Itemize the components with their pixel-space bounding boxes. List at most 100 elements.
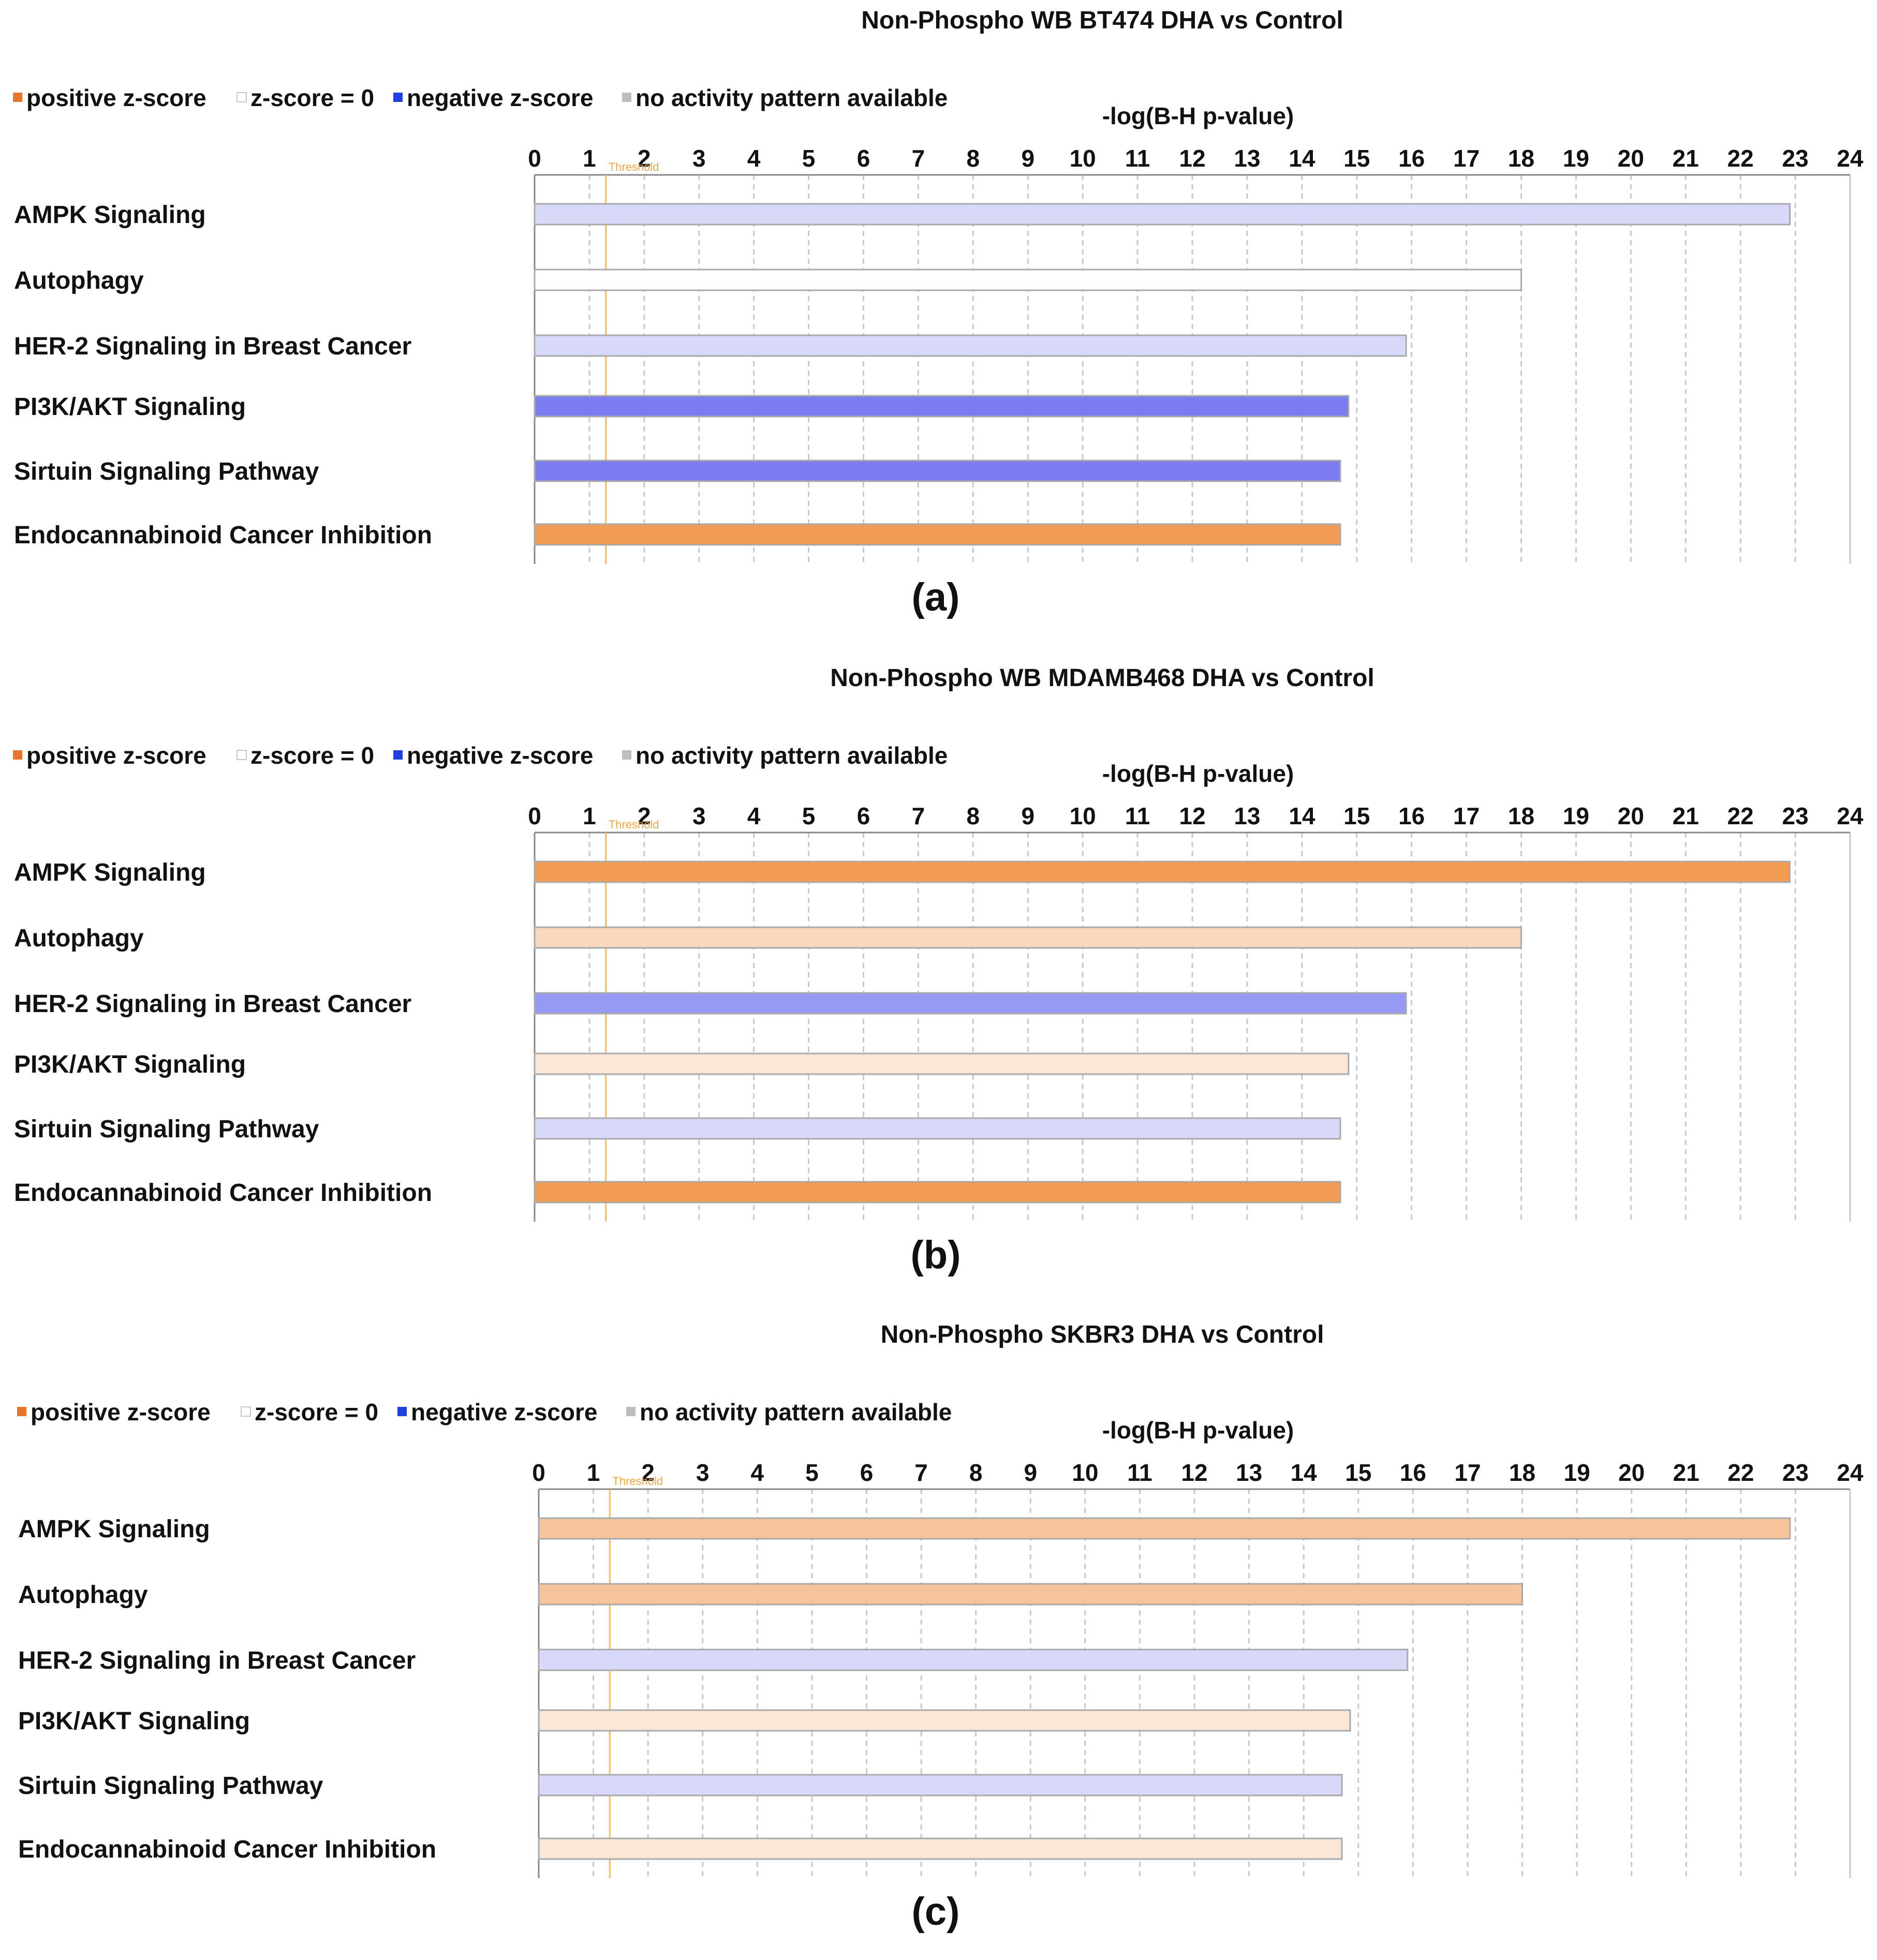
legend-label-zero: z-score = 0 (255, 1399, 378, 1426)
category-label: AMPK Signaling (14, 201, 206, 229)
legend-marker-no-activity (626, 1407, 635, 1416)
chart-panel-3: Non-Phospho SKBR3 DHA vs Control positive… (17, 1321, 1864, 1934)
x-tick-label: 11 (1127, 1459, 1152, 1486)
x-tick-label: 18 (1508, 803, 1534, 829)
x-tick-label: 18 (1509, 1459, 1535, 1486)
legend-label-negative: negative z-score (407, 742, 593, 769)
bar-ampk-signaling (534, 203, 1791, 226)
x-tick-label: 5 (802, 145, 816, 172)
x-tick-label: 19 (1563, 803, 1589, 829)
legend-marker-positive (13, 750, 22, 760)
x-tick-label: 14 (1289, 803, 1316, 829)
x-tick-label: 3 (692, 803, 706, 829)
legend-label-positive: positive z-score (26, 84, 206, 111)
x-tick-label: 17 (1454, 1459, 1481, 1486)
x-tick-label: 8 (967, 145, 980, 172)
x-tick-label: 7 (914, 1459, 928, 1486)
legend-label-positive: positive z-score (31, 1399, 211, 1426)
x-tick-label: 0 (532, 1459, 545, 1486)
category-label: Sirtuin Signaling Pathway (14, 1116, 319, 1143)
legend-label-positive: positive z-score (26, 742, 206, 769)
legend-marker-negative (397, 1407, 407, 1416)
x-tick-label: 1 (583, 145, 596, 172)
x-axis-label: -log(B-H p-value) (1102, 102, 1294, 129)
category-label: HER-2 Signaling in Breast Cancer (18, 1647, 416, 1674)
x-tick-label: 12 (1179, 803, 1205, 829)
legend-marker-zero (237, 750, 247, 760)
panel-label: (c) (912, 1890, 960, 1934)
x-tick-label: 23 (1782, 803, 1808, 829)
x-tick-label: 13 (1234, 803, 1260, 829)
category-label: PI3K/AKT Signaling (14, 393, 246, 421)
category-label: Autophagy (18, 1581, 148, 1609)
x-tick-label: 10 (1072, 1459, 1098, 1486)
x-tick-label: 17 (1453, 803, 1480, 829)
bar-endocannabinoid-cancer-inhibition (534, 1181, 1341, 1204)
chart-panel-1: Non-Phospho WB BT474 DHA vs Control posit… (13, 7, 1864, 619)
category-label: HER-2 Signaling in Breast Cancer (14, 990, 411, 1018)
x-tick-label: 15 (1343, 145, 1370, 172)
x-tick-label: 11 (1125, 803, 1150, 829)
legend-label-zero: z-score = 0 (250, 84, 374, 111)
legend: positive z-score z-score = 0 negative z-sc… (17, 1399, 952, 1426)
x-tick-label: 6 (860, 1459, 874, 1486)
legend-label-no-activity: no activity pattern available (635, 84, 948, 111)
x-tick-label: 9 (1021, 803, 1034, 829)
legend: positive z-score z-score = 0 negative z-sc… (13, 742, 948, 769)
x-tick-label: 20 (1618, 1459, 1645, 1486)
category-label: Endocannabinoid Cancer Inhibition (14, 522, 432, 549)
threshold-label: Threshold (609, 160, 659, 173)
bar-her-2-signaling-in-breast-cancer (534, 334, 1407, 357)
x-axis-label: -log(B-H p-value) (1102, 760, 1294, 787)
legend-label-no-activity: no activity pattern available (640, 1399, 952, 1426)
x-tick-label: 19 (1563, 1459, 1590, 1486)
x-tick-label: 16 (1398, 145, 1425, 172)
x-tick-label: 13 (1236, 1459, 1262, 1486)
x-tick-label: 12 (1179, 145, 1205, 172)
x-tick-label: 21 (1673, 145, 1699, 172)
bar-sirtuin-signaling-pathway (538, 1774, 1343, 1796)
category-label: HER-2 Signaling in Breast Cancer (14, 333, 411, 360)
legend-marker-positive (17, 1407, 26, 1416)
x-tick-label: 8 (969, 1459, 983, 1486)
x-tick-label: 6 (857, 803, 870, 829)
x-tick-label: 4 (747, 145, 761, 172)
x-tick-label: 4 (751, 1459, 764, 1486)
category-label: Endocannabinoid Cancer Inhibition (18, 1836, 436, 1863)
bar-autophagy (534, 926, 1522, 949)
category-label: Sirtuin Signaling Pathway (18, 1772, 323, 1800)
x-tick-label: 20 (1618, 145, 1644, 172)
panel-label: (b) (910, 1233, 960, 1277)
category-label: PI3K/AKT Signaling (18, 1707, 250, 1735)
category-label: Autophagy (14, 267, 144, 294)
x-tick-label: 12 (1181, 1459, 1207, 1486)
chart-panel-2: Non-Phospho WB MDAMB468 DHA vs Control po… (13, 664, 1864, 1277)
x-tick-label: 0 (528, 145, 541, 172)
x-tick-label: 21 (1673, 1459, 1699, 1486)
x-tick-label: 13 (1234, 145, 1260, 172)
legend-label-negative: negative z-score (407, 84, 593, 111)
bar-sirtuin-signaling-pathway (534, 459, 1341, 482)
legend-label-no-activity: no activity pattern available (635, 742, 948, 769)
bar-ampk-signaling (538, 1517, 1791, 1540)
chart-title: Non-Phospho WB MDAMB468 DHA vs Control (830, 664, 1375, 692)
x-tick-label: 8 (967, 803, 980, 829)
legend-marker-negative (393, 93, 403, 102)
x-axis-label: -log(B-H p-value) (1102, 1417, 1294, 1444)
x-tick-label: 23 (1782, 1459, 1809, 1486)
x-tick-label: 24 (1837, 1459, 1864, 1486)
x-tick-label: 9 (1024, 1459, 1037, 1486)
x-tick-label: 14 (1289, 145, 1316, 172)
category-label: Endocannabinoid Cancer Inhibition (14, 1179, 432, 1207)
bar-ampk-signaling (534, 860, 1791, 883)
x-tick-label: 21 (1673, 803, 1699, 829)
category-label: AMPK Signaling (18, 1516, 210, 1543)
bar-endocannabinoid-cancer-inhibition (538, 1837, 1343, 1860)
x-tick-label: 9 (1021, 145, 1034, 172)
x-tick-label: 4 (747, 803, 761, 829)
legend-label-zero: z-score = 0 (250, 742, 374, 769)
x-tick-label: 2 (638, 803, 651, 829)
legend-marker-zero (237, 92, 247, 102)
category-label: PI3K/AKT Signaling (14, 1051, 246, 1078)
